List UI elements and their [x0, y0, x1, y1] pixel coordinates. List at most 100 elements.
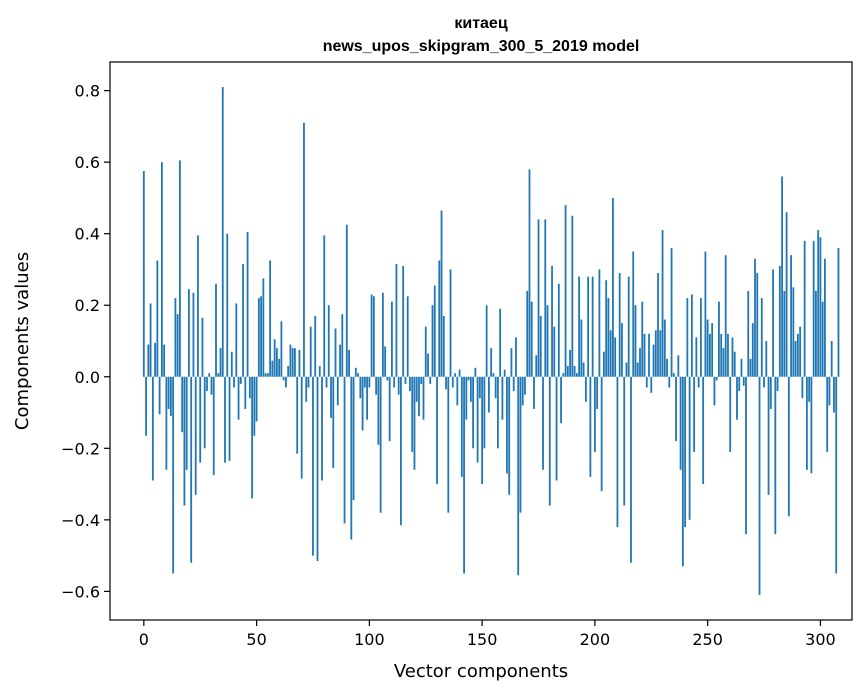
- bar: [569, 349, 571, 377]
- bar: [490, 348, 493, 377]
- bar: [591, 276, 594, 377]
- bar: [828, 376, 831, 406]
- bar: [648, 333, 650, 377]
- bar: [553, 326, 556, 377]
- bar: [357, 373, 359, 377]
- bar: [695, 337, 698, 377]
- bar: [499, 308, 502, 377]
- bar: [587, 276, 590, 377]
- bar: [790, 255, 792, 377]
- bar: [197, 235, 199, 377]
- bar: [769, 376, 772, 409]
- plot-frame: [109, 61, 853, 621]
- bar: [366, 376, 368, 420]
- bar: [736, 376, 738, 420]
- bar: [203, 376, 206, 449]
- bar: [767, 376, 770, 495]
- bar: [460, 376, 463, 477]
- bar: [233, 376, 235, 388]
- bar: [745, 376, 747, 535]
- bar: [424, 326, 427, 377]
- bar: [318, 366, 321, 377]
- bar: [810, 376, 813, 474]
- bar: [363, 376, 366, 388]
- bar: [618, 273, 621, 377]
- bar: [404, 376, 407, 384]
- bar: [397, 376, 400, 395]
- bar: [431, 305, 434, 377]
- bar: [291, 348, 294, 377]
- bar: [370, 294, 373, 377]
- bar: [659, 330, 662, 377]
- bar: [179, 160, 181, 377]
- bar: [418, 376, 420, 417]
- bar: [445, 376, 447, 390]
- bar: [517, 376, 520, 576]
- y-tick-label: 0.4: [75, 225, 100, 244]
- bar: [675, 376, 677, 442]
- bar: [681, 376, 684, 567]
- bar: [463, 376, 465, 574]
- bar: [393, 376, 396, 388]
- bar: [533, 376, 535, 409]
- bar: [199, 376, 202, 463]
- bar: [433, 285, 436, 377]
- bar: [465, 376, 468, 420]
- bar: [454, 373, 456, 377]
- bar: [474, 367, 477, 377]
- bar: [251, 376, 253, 499]
- bar: [242, 264, 244, 377]
- bar: [163, 344, 166, 377]
- bar: [627, 276, 630, 377]
- bar: [190, 376, 193, 563]
- bar: [787, 376, 790, 517]
- bar: [271, 360, 274, 377]
- bar: [253, 376, 256, 436]
- bar: [720, 333, 723, 377]
- bar: [262, 278, 265, 377]
- bar: [312, 376, 314, 556]
- bar: [528, 169, 531, 377]
- bar: [699, 298, 702, 377]
- bar: [352, 376, 355, 501]
- bar: [494, 376, 497, 399]
- bar: [555, 376, 558, 481]
- bar: [458, 369, 461, 377]
- bar: [174, 298, 177, 377]
- bar: [582, 362, 585, 377]
- bar: [248, 376, 251, 399]
- bar: [704, 251, 707, 377]
- bar: [763, 376, 765, 388]
- bar: [562, 373, 565, 377]
- bar: [158, 376, 161, 415]
- bar: [765, 341, 768, 377]
- x-tick-label: 250: [692, 630, 723, 649]
- bar: [244, 376, 247, 409]
- bar: [217, 373, 220, 377]
- bar: [747, 290, 750, 377]
- bar: [294, 348, 296, 377]
- bar: [167, 376, 170, 409]
- bar: [415, 376, 418, 402]
- x-axis-ticks: 0 50 100 150 200 250 300: [139, 620, 836, 649]
- x-tick-label: 100: [354, 630, 385, 649]
- bar: [826, 376, 829, 452]
- bar: [476, 376, 479, 463]
- bar: [812, 240, 815, 377]
- bar: [544, 219, 547, 377]
- bar: [733, 351, 736, 377]
- bar: [715, 376, 718, 381]
- bar: [402, 265, 405, 377]
- bar: [643, 333, 646, 377]
- bar: [684, 376, 686, 527]
- bar: [690, 294, 693, 377]
- bar: [215, 283, 217, 377]
- bar: [359, 376, 362, 399]
- bar: [420, 376, 423, 384]
- bar: [269, 260, 272, 377]
- bar: [551, 265, 553, 377]
- bar: [354, 367, 357, 377]
- bar: [600, 376, 603, 492]
- bar: [325, 376, 328, 388]
